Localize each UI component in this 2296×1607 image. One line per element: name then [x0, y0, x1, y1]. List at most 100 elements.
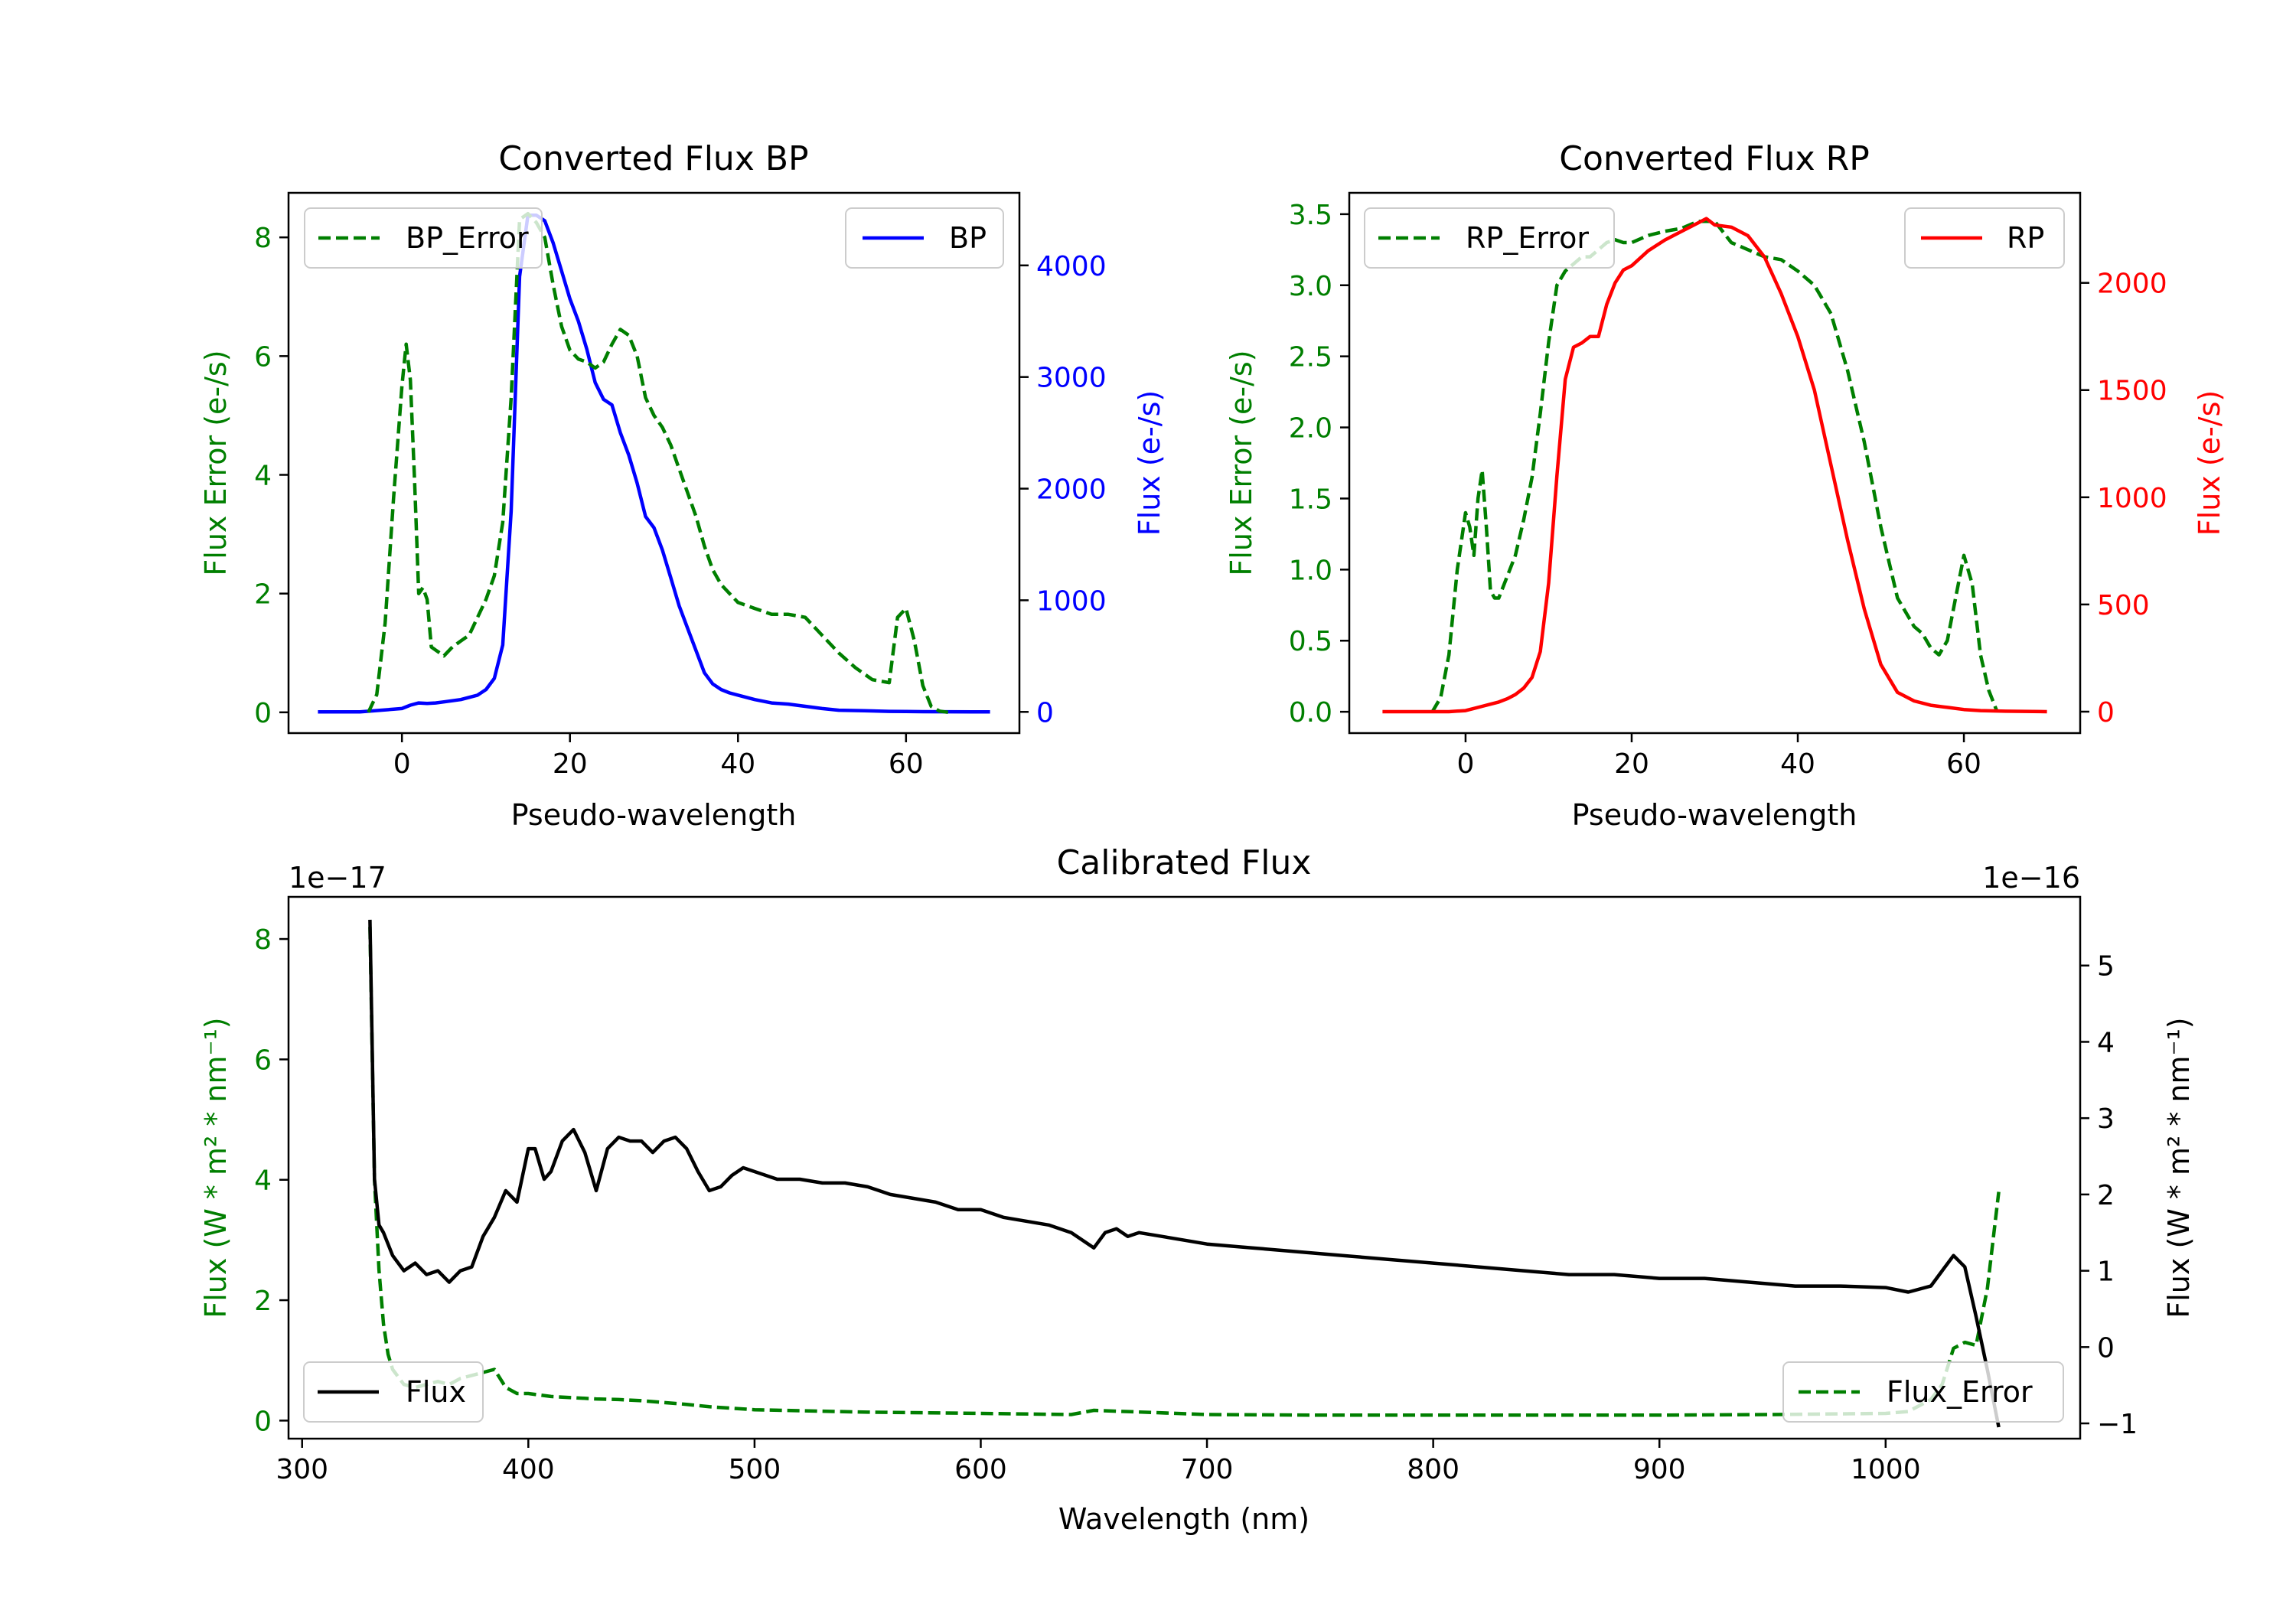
right-y-tick-label: 2000 — [1036, 474, 1107, 506]
right-y-tick-label: 1000 — [1036, 585, 1107, 617]
right-y-tick-label: 3 — [2097, 1103, 2115, 1135]
right-y-tick-label: 1000 — [2097, 483, 2167, 514]
x-tick-label: 800 — [1407, 1454, 1459, 1485]
left-y-tick-label: 0 — [254, 698, 272, 729]
right-y-tick-label: 2 — [2097, 1180, 2115, 1211]
calibrated-legend-error-label: Flux_Error — [1887, 1375, 2033, 1409]
bp-title: Converted Flux BP — [498, 139, 808, 178]
left-y-tick-label: 2.0 — [1289, 413, 1332, 445]
rp-title: Converted Flux RP — [1559, 139, 1870, 178]
rp-legend-left: RP_Error — [1364, 207, 1615, 269]
rp-legend-right-box — [1904, 207, 2065, 269]
x-tick-label: 500 — [729, 1454, 781, 1485]
bp-legend-right: BP — [845, 207, 1004, 269]
x-tick-label: 600 — [954, 1454, 1007, 1485]
rp-legend-flux-label: RP — [2007, 221, 2044, 255]
bp-right-axis-label: Flux (e-/s) — [1133, 390, 1166, 536]
calibrated-panel: 300 400 500 600 700 800 900 1000 0 2 4 6 8 −1 0 1 2 3 4 5 C… — [199, 843, 2196, 1536]
x-tick-label: 0 — [393, 748, 411, 780]
x-tick-label: 20 — [553, 748, 588, 780]
x-tick-label: 60 — [889, 748, 924, 780]
x-tick-label: 300 — [276, 1454, 328, 1485]
x-tick-label: 400 — [502, 1454, 555, 1485]
right-y-tick-label: −1 — [2097, 1409, 2138, 1440]
x-tick-label: 40 — [1780, 748, 1815, 780]
x-tick-label: 1000 — [1851, 1454, 1921, 1485]
rp-legend-left-box — [1364, 207, 1615, 269]
x-tick-label: 40 — [720, 748, 755, 780]
right-y-tick-label: 2000 — [2097, 269, 2167, 300]
right-y-tick-label: 4000 — [1036, 251, 1107, 282]
bp-legend-left-box — [304, 207, 543, 269]
bp-series-bp-error — [367, 211, 949, 715]
calibrated-right-offset-text: 1e−16 — [1982, 861, 2080, 895]
right-y-tick-label: 0 — [2097, 697, 2115, 729]
rp-series-rp-error — [1430, 219, 1999, 713]
rp-right-axis-label: Flux (e-/s) — [2193, 390, 2226, 536]
bp-legend-error-label: BP_Error — [406, 221, 529, 255]
bp-legend-flux-label: BP — [949, 221, 987, 255]
left-y-tick-label: 4 — [254, 461, 272, 492]
calibrated-ticks: 300 400 500 600 700 800 900 1000 0 2 4 6 8 −1 0 1 2 3 4 5 — [254, 924, 2138, 1485]
rp-axes-frame — [1348, 191, 2082, 735]
right-y-tick-label: 0 — [2097, 1332, 2115, 1364]
left-y-tick-label: 0.5 — [1289, 626, 1332, 657]
bp-ticks: 0 20 40 60 0 2 4 6 8 0 1000 2000 3000 4000 — [254, 223, 1107, 780]
rp-ticks: 0 20 40 60 0.0 0.5 1.0 1.5 2.0 2.5 3.0 3.5 0 500 1000 1… — [1289, 200, 2167, 780]
left-y-tick-label: 6 — [254, 341, 272, 373]
right-y-tick-label: 5 — [2097, 951, 2115, 983]
calibrated-legend-right-box — [1782, 1361, 2064, 1423]
left-y-tick-label: 0.0 — [1289, 697, 1332, 729]
left-y-tick-label: 1.5 — [1289, 484, 1332, 515]
right-y-tick-label: 3000 — [1036, 363, 1107, 394]
right-y-tick-label: 500 — [2097, 590, 2150, 621]
rp-plot-lines — [1382, 217, 2047, 714]
left-y-tick-label: 2.5 — [1289, 342, 1332, 373]
x-tick-label: 700 — [1181, 1454, 1234, 1485]
bp-legend-left: BP_Error — [304, 207, 543, 269]
bp-legend-right-box — [845, 207, 1004, 269]
calibrated-legend-left: Flux — [303, 1361, 484, 1423]
left-y-tick-label: 6 — [254, 1045, 272, 1076]
calibrated-x-axis-label: Wavelength (nm) — [1058, 1502, 1309, 1536]
left-y-tick-label: 3.5 — [1289, 200, 1332, 231]
x-tick-label: 900 — [1633, 1454, 1686, 1485]
bp-axes-frame — [287, 191, 1021, 735]
left-y-tick-label: 8 — [254, 223, 272, 254]
calibrated-axes-frame — [287, 895, 2082, 1440]
bp-panel: 0 20 40 60 0 2 4 6 8 0 1000 2000 3000 4000 Converted … — [199, 139, 1166, 832]
calibrated-legend-right: Flux_Error — [1782, 1361, 2064, 1423]
rp-panel: 0 20 40 60 0.0 0.5 1.0 1.5 2.0 2.5 3.0 3.5 0 500 1000 1… — [1225, 139, 2226, 832]
right-y-tick-label: 1500 — [2097, 376, 2167, 407]
left-y-tick-label: 2 — [254, 1286, 272, 1317]
calibrated-right-axis-label: Flux (W * m² * nm⁻¹) — [2162, 1017, 2196, 1318]
right-y-tick-label: 4 — [2097, 1027, 2115, 1058]
calibrated-series-flux — [368, 919, 2001, 1428]
rp-legend-error-label: RP_Error — [1466, 221, 1589, 255]
left-y-tick-label: 2 — [254, 579, 272, 611]
x-tick-label: 60 — [1946, 748, 1981, 780]
left-y-tick-label: 0 — [254, 1406, 272, 1437]
right-y-tick-label: 1 — [2097, 1257, 2115, 1288]
x-tick-label: 0 — [1456, 748, 1474, 780]
rp-x-axis-label: Pseudo-wavelength — [1572, 798, 1857, 832]
calibrated-left-axis-label: Flux (W * m² * nm⁻¹) — [199, 1017, 233, 1318]
x-tick-label: 20 — [1614, 748, 1649, 780]
bp-series-bp — [318, 213, 990, 714]
calibrated-title: Calibrated Flux — [1057, 843, 1312, 882]
right-y-tick-label: 0 — [1036, 697, 1054, 729]
left-y-tick-label: 1.0 — [1289, 555, 1332, 586]
bp-left-axis-label: Flux Error (e-/s) — [199, 350, 233, 575]
left-y-tick-label: 3.0 — [1289, 271, 1332, 302]
bp-x-axis-label: Pseudo-wavelength — [511, 798, 797, 832]
left-y-tick-label: 8 — [254, 924, 272, 956]
rp-series-rp — [1382, 217, 2047, 714]
rp-left-axis-label: Flux Error (e-/s) — [1225, 350, 1258, 575]
calibrated-legend-left-box — [303, 1361, 484, 1423]
left-y-tick-label: 4 — [254, 1165, 272, 1197]
bp-plot-lines — [318, 211, 990, 715]
rp-legend-right: RP — [1904, 207, 2065, 269]
calibrated-left-offset-text: 1e−17 — [289, 861, 386, 895]
calibrated-legend-flux-label: Flux — [406, 1375, 466, 1409]
